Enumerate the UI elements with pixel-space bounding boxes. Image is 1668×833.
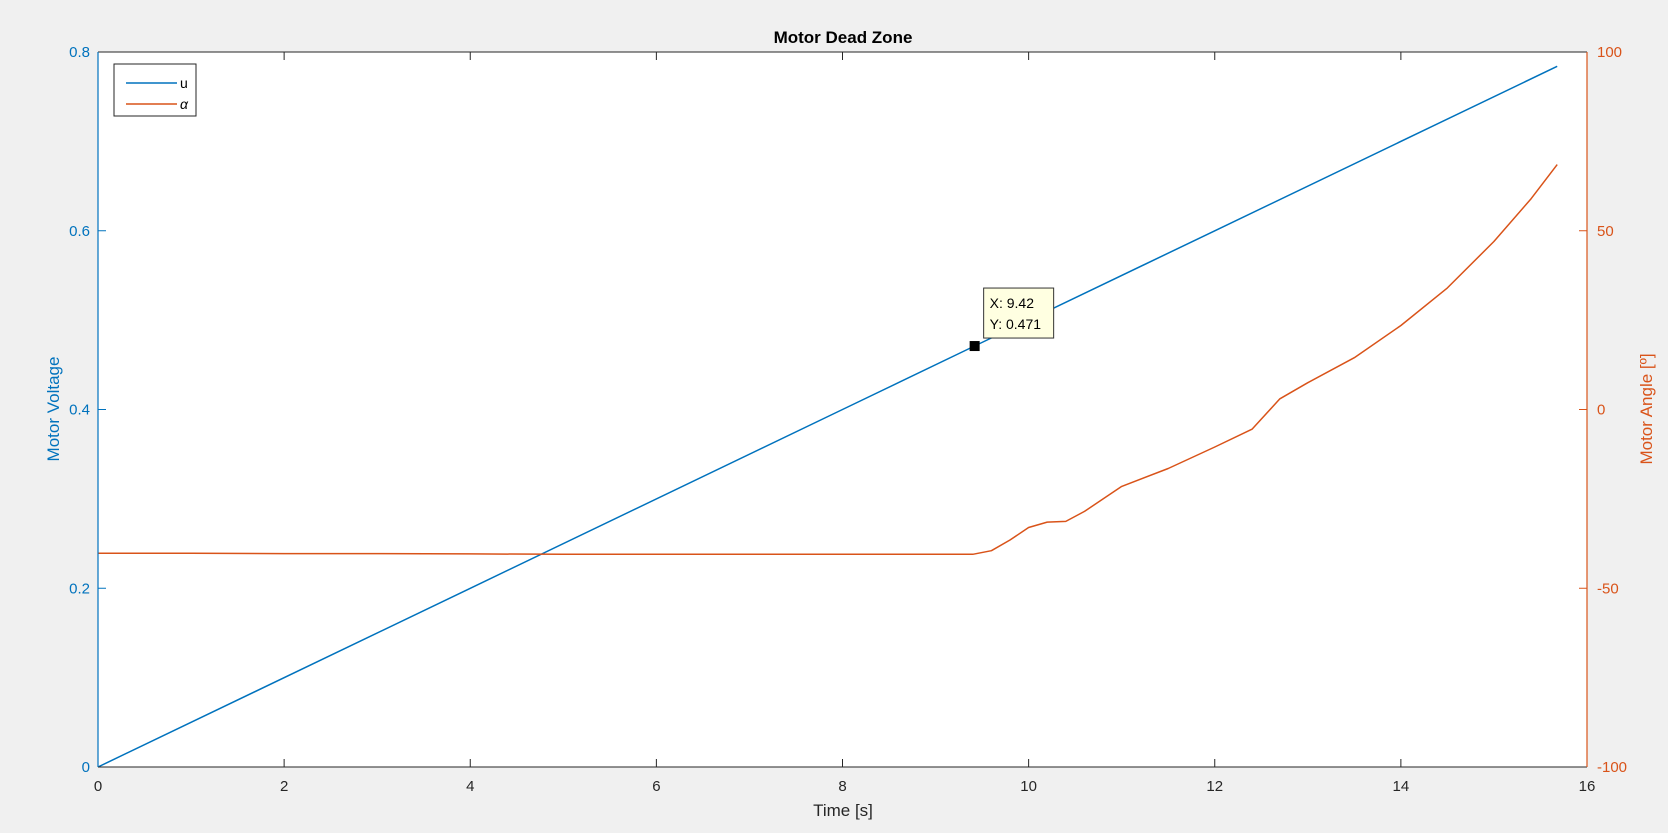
series-line-u: [97, 65, 1558, 768]
legend[interactable]: u α: [113, 63, 197, 117]
x-tick-label: 8: [838, 778, 846, 795]
x-tick-label: 16: [1579, 778, 1596, 795]
y-right-tick-label: -100: [1597, 759, 1627, 776]
datatip-marker[interactable]: [969, 341, 980, 352]
datatip-x-text: X: 9.42: [990, 295, 1035, 311]
x-tick-label: 10: [1020, 778, 1037, 795]
x-axis-label: Time [s]: [813, 801, 873, 820]
series-line-alpha: [98, 164, 1558, 556]
datatip[interactable]: X: 9.42 Y: 0.471: [969, 287, 1055, 352]
y-axis-left-label: Motor Voltage: [44, 357, 63, 462]
chart-title: Motor Dead Zone: [774, 28, 913, 47]
y-left-tick-label: 0.8: [69, 44, 90, 61]
x-tick-label: 12: [1206, 778, 1223, 795]
legend-label-alpha: α: [180, 96, 189, 112]
y-right-tick-label: 100: [1597, 44, 1622, 61]
y-left-tick-label: 0: [82, 759, 90, 776]
x-tick-label: 0: [94, 778, 102, 795]
legend-label-u: u: [180, 75, 188, 91]
x-tick-label: 6: [652, 778, 660, 795]
y-axis-right-label: Motor Angle [º]: [1637, 353, 1656, 464]
legend-box: [113, 63, 197, 117]
datatip-box: [983, 287, 1055, 339]
x-tick-label: 14: [1393, 778, 1410, 795]
y-left-tick-label: 0.4: [69, 402, 90, 419]
y-right-tick-label: 50: [1597, 223, 1614, 240]
y-left-tick-label: 0.2: [69, 580, 90, 597]
x-tick-label: 4: [466, 778, 474, 795]
datatip-y-text: Y: 0.471: [990, 316, 1042, 332]
y-right-tick-label: 0: [1597, 402, 1605, 419]
y-left-tick-label: 0.6: [69, 223, 90, 240]
x-tick-label: 2: [280, 778, 288, 795]
y-right-tick-label: -50: [1597, 580, 1619, 597]
